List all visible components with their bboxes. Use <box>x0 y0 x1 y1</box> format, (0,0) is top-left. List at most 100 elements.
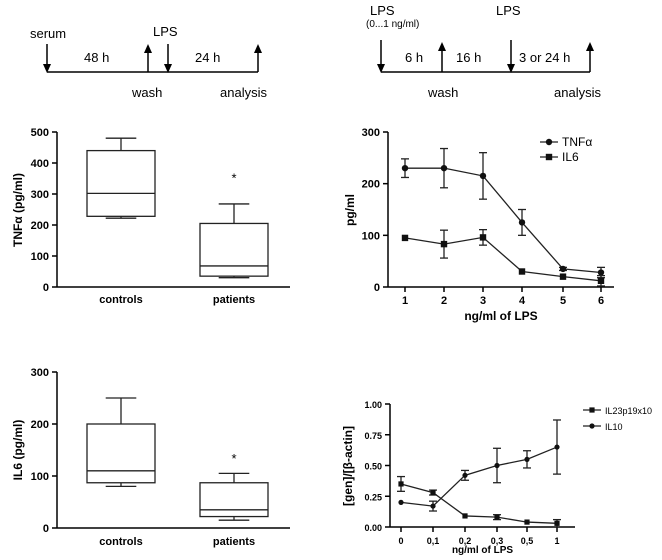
lps-line-legend-label: TNFα <box>562 135 592 149</box>
il23-line-series-IL10-point <box>398 499 404 505</box>
timeline-left-serum-arrowhead <box>43 64 51 73</box>
lps-line-y-axis-label: pg/ml <box>343 194 357 226</box>
il23-line-series-IL23p19x10-line <box>400 483 558 524</box>
lps-line-series-TNFα-point <box>479 172 487 180</box>
timeline-left-label-lps: LPS <box>153 24 178 39</box>
lps-line-y-tick-label: 300 <box>362 127 380 139</box>
lps-line-x-tick-label: 1 <box>402 295 408 307</box>
il23-line-y-tick-label: 0.50 <box>364 462 382 472</box>
tnf-box-y-tick-label: 400 <box>31 158 49 170</box>
lps-line-series-TNFα-line <box>405 167 602 274</box>
timeline-left-wash-arrowhead <box>144 44 152 53</box>
il23-line-series-IL23p19x10-point <box>462 513 468 519</box>
il6-box-y-axis-label: IL6 (pg/ml) <box>11 420 25 481</box>
lps-line-series-IL6-point <box>440 240 448 248</box>
il6-box-significance-marker: * <box>231 451 236 466</box>
il23-line-series-IL23p19x10-point <box>398 481 404 487</box>
lps-line-x-tick-label: 3 <box>480 295 486 307</box>
timeline-right-label-wash: wash <box>427 85 458 100</box>
timeline-left-duration-24h: 24 h <box>195 50 220 65</box>
il23-line-y-tick-label: 1.00 <box>364 400 382 410</box>
il23-line-x-axis-label: ng/ml of LPS <box>452 545 513 556</box>
il23-line-x-tick-label: 1 <box>554 536 559 546</box>
tnf-box-controls-category-label: controls <box>99 294 142 306</box>
lps-line-y-tick-label: 100 <box>362 230 380 242</box>
il6-box-chart: 0 100 200 300 IL6 (pg/ml) controls patients * <box>11 367 290 548</box>
timeline-right: LPS (0...1 ng/ml) LPS 6 h 16 h 3 or 24 h… <box>366 3 601 100</box>
lps-line-series-IL6-line <box>404 236 602 282</box>
timeline-left-lps-arrowhead <box>164 64 172 73</box>
tnf-box-y-tick-label: 200 <box>31 220 49 232</box>
il23-line-x-tick-label: 0,2 <box>459 536 472 546</box>
timeline-right-label-lps1: LPS <box>370 3 395 18</box>
il6-box-patients-box <box>199 482 269 518</box>
il23-line-y-axis-label: [gen]/[β-actin] <box>341 426 355 506</box>
il23-line-legend-marker <box>589 423 595 429</box>
il23-line-series-IL10-point <box>524 456 530 462</box>
lps-line-series-TNFα-point <box>401 164 409 172</box>
lps-line-x-axis-label: ng/ml of LPS <box>464 309 537 323</box>
il23-line-series-IL10-line <box>400 446 558 507</box>
il6-box-y-tick-label: 0 <box>43 523 49 535</box>
il6-box-patients-category-label: patients <box>213 536 255 548</box>
lps-line-legend-marker <box>545 153 553 161</box>
il23-line-x-tick-label: 0,5 <box>521 536 534 546</box>
lps-line-series-TNFα-point <box>518 219 526 226</box>
il23-line-series-IL10-point <box>462 472 468 478</box>
lps-line-legend-label: IL6 <box>562 150 579 164</box>
il6-box-controls-box <box>86 423 156 484</box>
timeline-right-duration-16h: 16 h <box>456 50 481 65</box>
timeline-right-wash-arrowhead <box>438 42 446 51</box>
tnf-box-y-tick-label: 100 <box>31 251 49 263</box>
il23-line-y-tick-label: 0.25 <box>364 492 382 502</box>
timeline-right-duration-6h: 6 h <box>405 50 423 65</box>
il23-line-series-IL10-point <box>554 444 560 450</box>
timeline-right-analysis-arrowhead <box>586 42 594 51</box>
il23-line-series-IL23p19x10-point <box>494 514 500 520</box>
il6-box-y-tick-label: 100 <box>31 471 49 483</box>
lps-line-y-tick-label: 200 <box>362 179 380 191</box>
timeline-right-lps2-arrowhead <box>507 64 515 73</box>
lps-line-legend-marker <box>545 138 553 146</box>
lps-line-x-tick-label: 5 <box>560 295 566 307</box>
il6-box-controls-category-label: controls <box>99 536 142 548</box>
tnf-box-chart: 0 100 200 300 400 500 TNFα (pg/ml) controls pati… <box>11 127 290 306</box>
il23-line-series-IL23p19x10-point <box>524 519 530 525</box>
il23-line-legend-label: IL10 <box>605 422 623 432</box>
lps-line-x-tick-label: 2 <box>441 295 447 307</box>
timeline-right-duration-3or24h: 3 or 24 h <box>519 50 570 65</box>
tnf-box-y-tick-label: 0 <box>43 282 49 294</box>
timeline-right-label-analysis: analysis <box>554 85 601 100</box>
lps-line-series-IL6-point <box>559 273 567 280</box>
il23-line-x-tick-label: 0,1 <box>427 536 440 546</box>
il23-line-y-tick-label: 0.00 <box>364 523 382 533</box>
il6-box-y-tick-label: 200 <box>31 419 49 431</box>
tnf-box-y-axis-label: TNFα (pg/ml) <box>11 173 25 247</box>
il23-line-y-tick-label: 0.75 <box>364 431 382 441</box>
timeline-left: serum LPS 48 h 24 h wash analysis <box>30 24 267 100</box>
timeline-right-lps1-arrowhead <box>377 64 385 73</box>
timeline-left-analysis-arrowhead <box>254 44 262 53</box>
il23-line-chart: 0.00 0.25 0.50 0.75 1.00 [gen]/[β-actin] 0 0,1 0… <box>341 400 652 556</box>
il23-line-series-IL10-point <box>494 462 500 469</box>
timeline-right-label-lps2: LPS <box>496 3 521 18</box>
timeline-left-label-analysis: analysis <box>220 85 267 100</box>
tnf-box-significance-marker: * <box>231 171 236 186</box>
il23-line-legend-marker <box>589 407 595 413</box>
lps-line-y-tick-label: 0 <box>374 282 380 294</box>
timeline-right-label-lps-range: (0...1 ng/ml) <box>366 19 419 30</box>
tnf-box-patients-category-label: patients <box>213 294 255 306</box>
il23-line-legend-label: IL23p19x10 <box>605 406 652 416</box>
lps-line-series-TNFα-point <box>440 164 448 172</box>
tnf-box-y-tick-label: 500 <box>31 127 49 139</box>
timeline-left-label-wash: wash <box>131 85 162 100</box>
timeline-left-label-serum: serum <box>30 26 66 41</box>
tnf-box-patients-box <box>199 222 269 277</box>
il6-box-y-tick-label: 300 <box>31 367 49 379</box>
il23-line-series-IL10-point <box>430 503 436 509</box>
lps-line-series-IL6-point <box>401 234 409 242</box>
lps-line-x-tick-label: 4 <box>519 295 526 307</box>
lps-line-x-tick-label: 6 <box>598 295 604 307</box>
